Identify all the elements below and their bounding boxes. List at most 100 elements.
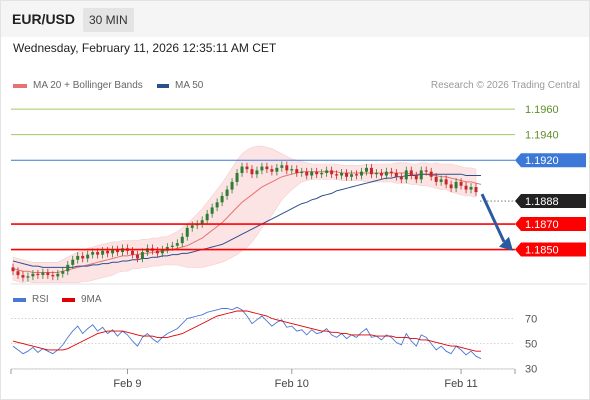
candle xyxy=(220,192,224,207)
candle-body xyxy=(71,259,75,265)
candle xyxy=(439,175,443,186)
candle-body xyxy=(21,275,25,278)
legend-ma50: MA 50 xyxy=(157,80,203,91)
candle-body xyxy=(51,275,55,277)
candle-body xyxy=(86,254,90,259)
candle xyxy=(335,170,339,180)
candle xyxy=(66,261,70,276)
candle xyxy=(235,169,239,186)
candle-body xyxy=(245,166,249,170)
candle-body xyxy=(290,169,294,171)
candle xyxy=(36,269,40,279)
candle-body xyxy=(185,227,189,237)
candle xyxy=(374,169,378,179)
candle xyxy=(285,161,289,175)
candle xyxy=(300,167,304,177)
candle-body xyxy=(16,271,20,276)
candle xyxy=(106,246,110,258)
candle xyxy=(464,181,468,194)
candle-body xyxy=(235,172,239,182)
timeframe-badge[interactable]: 30 MIN xyxy=(83,8,134,32)
candle xyxy=(459,178,463,190)
candle xyxy=(260,162,264,175)
candle-body xyxy=(165,246,169,250)
candle xyxy=(394,169,398,181)
candle xyxy=(384,167,388,180)
candle xyxy=(160,245,164,258)
candle-body xyxy=(369,167,373,175)
candle xyxy=(200,216,204,228)
candle-body xyxy=(285,165,289,171)
candle-body xyxy=(364,167,368,172)
x-tick-label: Feb 9 xyxy=(113,378,141,390)
candle xyxy=(116,245,120,256)
candle xyxy=(16,267,20,279)
candle-body xyxy=(439,179,443,182)
candle-body xyxy=(350,174,354,177)
candle xyxy=(240,162,244,177)
candle xyxy=(71,255,75,269)
candle-body xyxy=(111,249,115,254)
candle xyxy=(81,252,85,263)
candle-body xyxy=(394,172,398,177)
rsi-swatch xyxy=(13,297,26,302)
candle-body xyxy=(205,213,209,221)
candle-body xyxy=(384,171,388,176)
candle xyxy=(61,267,65,278)
ma50-line xyxy=(12,173,481,268)
candle xyxy=(280,161,284,172)
candle xyxy=(444,175,448,189)
x-tick-label: Feb 10 xyxy=(275,378,309,390)
candle xyxy=(320,169,324,179)
credit-text: Research © 2026 Trading Central xyxy=(430,80,580,91)
candle-body xyxy=(96,252,100,255)
rsi-tick-label: 50 xyxy=(525,339,537,351)
candle-body xyxy=(130,250,134,255)
candle-body xyxy=(140,252,144,259)
legend-rsi: RSI xyxy=(13,294,49,305)
candle-body xyxy=(46,272,50,276)
candle-body xyxy=(155,250,159,254)
candle-body xyxy=(434,176,438,182)
candle xyxy=(86,250,90,263)
timestamp: Wednesday, February 11, 2026 12:35:11 AM… xyxy=(13,41,277,55)
candle xyxy=(295,165,299,177)
candle-body xyxy=(305,171,309,176)
candle xyxy=(26,272,30,282)
candle-body xyxy=(61,271,65,274)
candle xyxy=(46,268,50,279)
candle-body xyxy=(190,225,194,228)
candle-body xyxy=(374,172,378,175)
candle-body xyxy=(81,255,85,259)
candle-body xyxy=(345,172,349,177)
support-tag xyxy=(515,242,586,257)
rsi-tick-label: 70 xyxy=(525,314,537,326)
candle-body xyxy=(250,169,254,175)
candle xyxy=(429,167,433,181)
forecast-arrow-head xyxy=(499,236,513,251)
legend-ma9: 9MA xyxy=(62,294,102,305)
candle-body xyxy=(200,220,204,225)
ma20-swatch xyxy=(13,83,27,88)
pivot-label: 1.1920 xyxy=(525,155,559,167)
candle-body xyxy=(210,207,214,214)
candle xyxy=(409,166,413,180)
candle-body xyxy=(310,171,314,176)
candle-body xyxy=(66,264,70,272)
candle-body xyxy=(449,184,453,189)
pivot-tag xyxy=(515,153,586,168)
candle-body xyxy=(240,166,244,173)
candle-body xyxy=(295,169,299,173)
candle xyxy=(414,171,418,184)
x-tick-label: Feb 11 xyxy=(444,378,477,390)
candle xyxy=(230,178,234,194)
candle-body xyxy=(355,174,359,176)
candle xyxy=(364,164,368,176)
candle-body xyxy=(315,171,319,175)
candle xyxy=(21,271,25,282)
candle-body xyxy=(429,171,433,177)
candle xyxy=(310,167,314,180)
candle-body xyxy=(31,273,35,277)
candle-body xyxy=(444,179,448,185)
